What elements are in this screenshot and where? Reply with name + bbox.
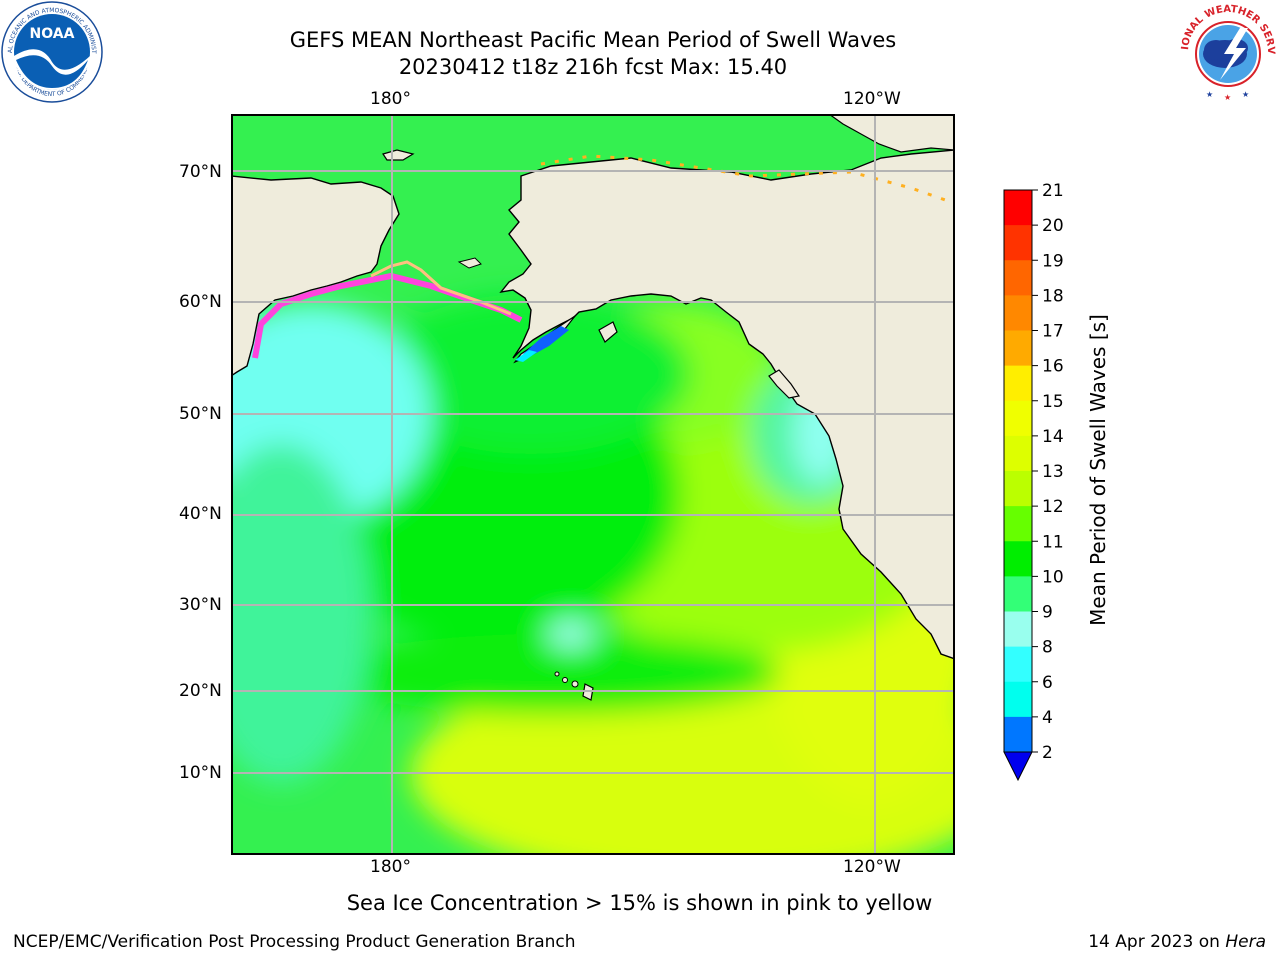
colorbar-swatch [1004, 541, 1032, 577]
colorbar: 21 20 19 18 17 16 15 14 13 12 11 10 9 8 6 4 2 [1003, 181, 1064, 782]
lon-label-bottom-180: 180° [370, 857, 411, 877]
land-hawaii-maui [571, 680, 579, 688]
colorbar-swatch [1004, 330, 1032, 367]
lat-label-50n: 50°N [179, 404, 222, 424]
noaa-logo: NATIONAL OCEANIC AND ATMOSPHERIC ADMINIS… [0, 0, 103, 103]
lon-label-top-180: 180° [370, 89, 411, 109]
footer-host: Hera [1225, 932, 1266, 952]
footer-date-text: 14 Apr 2023 on [1088, 932, 1226, 952]
colorbar-swatch [1004, 681, 1032, 718]
colorbar-swatch [1004, 225, 1032, 261]
noaa-wordmark: NOAA [30, 26, 75, 42]
land-hawaii-kauai [554, 671, 560, 677]
colorbar-tick-label: 8 [1042, 638, 1053, 658]
land-north-america [499, 149, 954, 660]
colorbar-swatch [1004, 646, 1032, 683]
nws-star-icon: ★ [1224, 93, 1231, 102]
land-siberia [232, 175, 400, 377]
swell-field-green-band [321, 634, 781, 714]
colorbar-tick-label: 20 [1042, 216, 1064, 236]
nws-star-icon: ★ [1242, 90, 1249, 99]
colorbar-tick-label: 13 [1042, 462, 1064, 482]
map-title: GEFS MEAN Northeast Pacific Mean Period … [289, 28, 897, 52]
low-period-cook-inlet-cyan [515, 350, 537, 362]
colorbar-swatch [1004, 435, 1032, 472]
colorbar-tick-label: 4 [1042, 708, 1053, 728]
colorbar-tick-label: 18 [1042, 286, 1064, 306]
colorbar-tick-label: 14 [1042, 427, 1064, 447]
colorbar-tick-label: 11 [1042, 532, 1064, 552]
colorbar-swatch [1004, 365, 1032, 402]
lat-label-70n: 70°N [179, 162, 222, 182]
colorbar-tick-label: 19 [1042, 251, 1064, 271]
colorbar-title: Mean Period of Swell Waves [s] [1086, 314, 1110, 626]
colorbar-swatch [1004, 716, 1032, 753]
lon-label-bottom-120w: 120°W [843, 857, 901, 877]
lat-label-20n: 20°N [179, 681, 222, 701]
colorbar-tick-label: 10 [1042, 567, 1064, 587]
land-hawaii-oahu [562, 677, 568, 683]
sea-ice-arctic-edge [540, 154, 952, 204]
land-kodiak [598, 321, 618, 343]
land-wrangel-island [382, 149, 415, 161]
map-subtitle: 20230412 t18z 216h fcst Max: 15.40 [398, 55, 788, 79]
map-frame [231, 114, 955, 855]
colorbar-swatch [1004, 611, 1032, 648]
footer-date: 14 Apr 2023 on Hera [1088, 932, 1266, 952]
lat-label-30n: 30°N [179, 595, 222, 615]
lat-label-60n: 60°N [179, 292, 222, 312]
nws-star-icon: ★ [1206, 90, 1213, 99]
land-vancouver-island [768, 369, 800, 399]
colorbar-tick-label: 6 [1042, 673, 1053, 693]
sea-ice-note: Sea Ice Concentration > 15% is shown in … [346, 891, 933, 915]
swell-field-aqua-w [232, 444, 371, 784]
colorbar-swatch [1004, 400, 1032, 437]
colorbar-tick-label: 16 [1042, 357, 1064, 377]
low-period-cook-inlet [523, 326, 569, 356]
colorbar-tick-label: 15 [1042, 392, 1064, 412]
colorbar-tick-label: 9 [1042, 603, 1053, 623]
land-canadian-arctic [829, 115, 954, 153]
colorbar-tick-label: 21 [1042, 181, 1064, 201]
lat-label-10n: 10°N [179, 763, 222, 783]
colorbar-tick-label: 17 [1042, 322, 1064, 342]
colorbar-tick-label: 12 [1042, 497, 1064, 517]
colorbar-swatch [1004, 506, 1032, 542]
footer-credit: NCEP/EMC/Verification Post Processing Pr… [13, 932, 576, 952]
map-panel [231, 114, 955, 855]
graticule [232, 115, 954, 854]
nws-logo: NATIONAL WEATHER SERVICE ★ ★ ★ [1178, 2, 1276, 102]
colorbar-swatch [1004, 260, 1032, 296]
colorbar-swatch [1004, 471, 1032, 507]
swell-field-cyan-spot [547, 620, 595, 648]
lon-label-top-120w: 120°W [843, 89, 901, 109]
colorbar-extend-arrow [1003, 751, 1033, 782]
lat-label-40n: 40°N [179, 504, 222, 524]
colorbar-swatch [1004, 295, 1032, 331]
colorbar-swatch [1004, 576, 1032, 612]
colorbar-tick-label: 2 [1042, 743, 1053, 763]
land-st-lawrence-island [457, 257, 482, 269]
colorbar-swatch [1004, 190, 1032, 226]
